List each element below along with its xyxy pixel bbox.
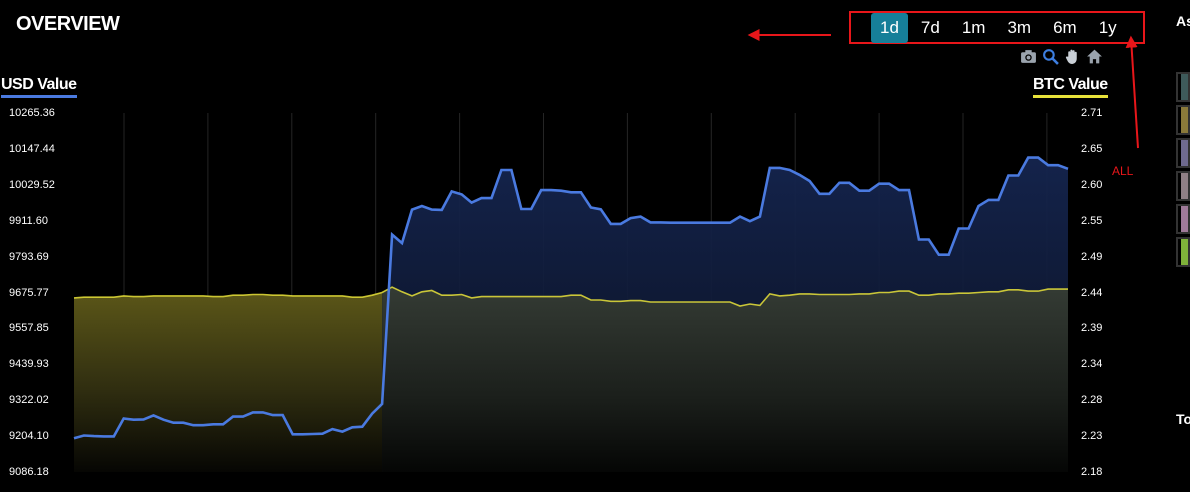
left-tick-label: 9322.02 [9,394,49,406]
left-tick-label: 10029.52 [9,179,55,191]
chart-lines [73,156,1069,440]
left-tick-label: 10265.36 [9,107,55,119]
asset-swatch[interactable] [1176,237,1190,267]
annotation-arrow-up [1125,35,1139,149]
asset-swatch[interactable] [1176,204,1190,234]
tab-1y[interactable]: 1y [1098,17,1117,37]
right-tick-label: 2.18 [1081,466,1103,478]
asset-swatch[interactable] [1176,72,1190,102]
page-title: OVERVIEW [16,13,120,35]
tab-7d[interactable]: 7d [920,17,940,37]
left-tick-label: 9793.69 [9,251,49,263]
left-tick-label: 9911.60 [9,215,48,227]
left-tick-label: 9439.93 [9,358,49,370]
left-tick-label: 10147.44 [9,143,55,155]
btc-area-fill-left [74,292,383,472]
right-tick-label: 2.71 [1081,107,1103,119]
tab-1d[interactable]: 1d [871,12,908,43]
right-axis-title: BTC Value [1033,76,1108,98]
side-panel-footer: To [1176,411,1190,427]
chart-toolbar [1020,48,1103,65]
right-tick-label: 2.44 [1081,287,1103,299]
pan-hand-icon[interactable] [1064,48,1081,65]
left-tick-label: 9086.18 [9,466,49,478]
zoom-icon[interactable] [1042,48,1059,65]
home-icon[interactable] [1086,48,1103,65]
chart-areas [74,157,1069,472]
tab-6m[interactable]: 6m [1053,17,1077,37]
right-tick-label: 2.28 [1081,394,1103,406]
asset-swatch[interactable] [1176,171,1190,201]
tab-1m[interactable]: 1m [961,17,986,37]
right-tick-label: 2.23 [1081,430,1103,442]
left-tick-label: 9557.85 [9,322,49,334]
right-tick-label: 2.55 [1081,215,1103,227]
left-axis-title: USD Value [1,76,77,98]
right-tick-label: 2.60 [1081,179,1103,191]
right-tick-label: 2.39 [1081,322,1103,334]
camera-icon[interactable] [1020,48,1037,65]
tab-3m[interactable]: 3m [1007,17,1032,37]
right-tick-label: 2.49 [1081,251,1103,263]
annotation-all-label: ALL [1112,164,1134,178]
left-tick-label: 9675.77 [9,287,49,299]
usd-series-line [73,156,1069,440]
btc-area-fill-right [382,287,1069,472]
left-tick-label: 9204.10 [9,430,49,442]
asset-swatch[interactable] [1176,105,1190,135]
btc-series-line [73,286,1068,307]
side-panel-heading: As [1176,13,1190,29]
range-tabs: 1d 7d 1m 3m 6m 1y [849,11,1145,44]
right-tick-label: 2.65 [1081,143,1103,155]
asset-swatch[interactable] [1176,138,1190,168]
right-tick-label: 2.34 [1081,358,1103,370]
